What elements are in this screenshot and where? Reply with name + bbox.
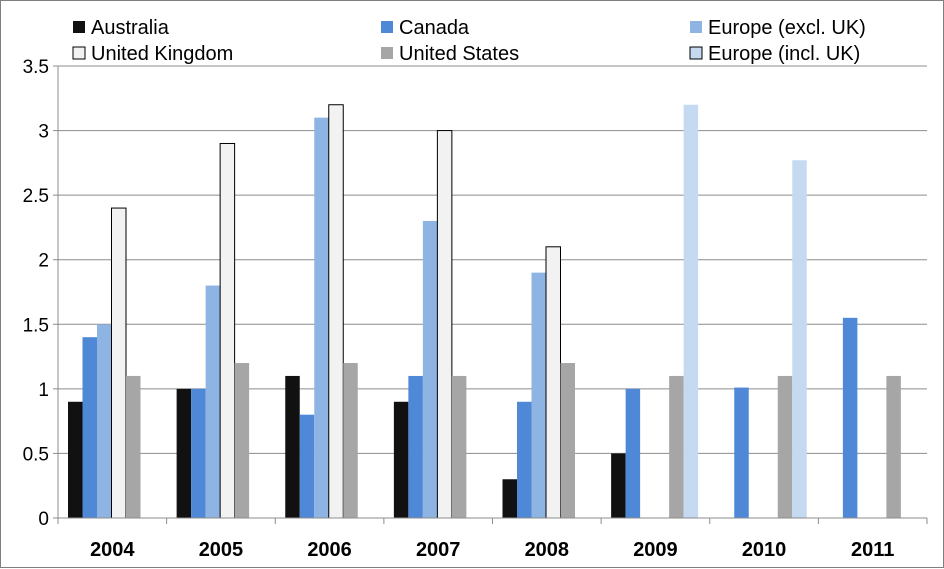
bar-canada-2005 bbox=[191, 388, 206, 518]
bar-united-states-2009 bbox=[669, 375, 684, 518]
legend-label-united-kingdom: United Kingdom bbox=[91, 43, 233, 65]
bar-australia-2004 bbox=[68, 401, 83, 518]
legend-swatch-united-kingdom bbox=[72, 46, 86, 60]
bar-canada-2007 bbox=[408, 375, 423, 518]
y-tick-label: 2 bbox=[38, 251, 49, 272]
bar-canada-2004 bbox=[82, 337, 97, 518]
bar-united-states-2005 bbox=[234, 363, 250, 518]
bar-canada-2009 bbox=[625, 388, 641, 518]
x-tick-label-2007: 2007 bbox=[416, 539, 461, 561]
y-tick-label: 1.5 bbox=[23, 315, 49, 336]
bar-canada-2008 bbox=[517, 401, 532, 518]
bar-united-states-2007 bbox=[451, 375, 467, 518]
legend: Australia Canada Europe (excl. UK) United K… bbox=[72, 17, 866, 65]
legend-label-canada: Canada bbox=[399, 17, 470, 39]
x-tick-label-2004: 2004 bbox=[90, 539, 135, 561]
x-tick-label-2005: 2005 bbox=[199, 539, 244, 561]
bar-canada-2011 bbox=[842, 317, 858, 518]
y-tick-label: 3 bbox=[38, 122, 49, 143]
x-tick-label-2010: 2010 bbox=[742, 539, 787, 561]
bar-europe-incl-uk-2010 bbox=[792, 160, 807, 518]
bar-europe-excl-uk-2005 bbox=[205, 285, 221, 518]
y-tick-label: 0.5 bbox=[23, 444, 49, 465]
bars bbox=[68, 104, 901, 519]
legend-label-australia: Australia bbox=[91, 17, 170, 39]
legend-swatch-australia bbox=[73, 21, 85, 33]
x-tick-label-2006: 2006 bbox=[307, 539, 352, 561]
legend-swatch-canada bbox=[381, 21, 393, 33]
bar-united-states-2004 bbox=[126, 375, 141, 518]
bar-australia-2005 bbox=[176, 388, 192, 518]
bar-united-states-2008 bbox=[560, 363, 575, 518]
y-tick-label: 1 bbox=[38, 380, 49, 401]
bar-united-kingdom-2004 bbox=[111, 207, 127, 519]
bar-united-kingdom-2006 bbox=[328, 104, 344, 519]
legend-swatch-europe-excl-uk bbox=[690, 21, 702, 33]
bar-australia-2008 bbox=[502, 479, 517, 518]
legend-label-united-states: United States bbox=[399, 43, 519, 65]
bar-europe-excl-uk-2008 bbox=[531, 272, 546, 518]
bar-united-states-2011 bbox=[886, 375, 901, 518]
legend-swatch-europe-incl-uk bbox=[689, 46, 703, 60]
y-tick-label: 0 bbox=[38, 509, 49, 530]
bar-united-states-2006 bbox=[343, 363, 358, 518]
bar-united-states-2010 bbox=[777, 375, 793, 518]
bar-australia-2007 bbox=[393, 401, 409, 518]
bar-canada-2006 bbox=[299, 414, 315, 518]
x-tick-label-2008: 2008 bbox=[525, 539, 570, 561]
y-tick-label: 2.5 bbox=[23, 186, 49, 207]
bar-australia-2006 bbox=[285, 375, 300, 518]
x-tick-label-2011: 2011 bbox=[851, 539, 894, 561]
legend-label-europe-excl-uk: Europe (excl. UK) bbox=[708, 17, 866, 39]
y-tick-label: 3.5 bbox=[23, 57, 49, 78]
bar-australia-2009 bbox=[611, 453, 626, 518]
axes: 0 0.5 1 1.5 2 2.5 3 3.5 2004 2005 2006 2007 2008 2009… bbox=[23, 57, 928, 561]
bar-europe-excl-uk-2006 bbox=[314, 117, 329, 519]
bar-europe-excl-uk-2004 bbox=[97, 324, 112, 518]
bar-europe-excl-uk-2007 bbox=[422, 220, 438, 518]
legend-label-europe-incl-uk: Europe (incl. UK) bbox=[708, 43, 860, 65]
bar-united-kingdom-2008 bbox=[545, 246, 561, 519]
bar-canada-2010 bbox=[734, 387, 749, 518]
x-tick-label-2009: 2009 bbox=[633, 539, 678, 561]
bar-united-kingdom-2007 bbox=[436, 130, 453, 519]
bar-europe-incl-uk-2009 bbox=[683, 104, 699, 518]
legend-swatch-united-states bbox=[381, 47, 393, 59]
bar-united-kingdom-2005 bbox=[219, 142, 236, 519]
